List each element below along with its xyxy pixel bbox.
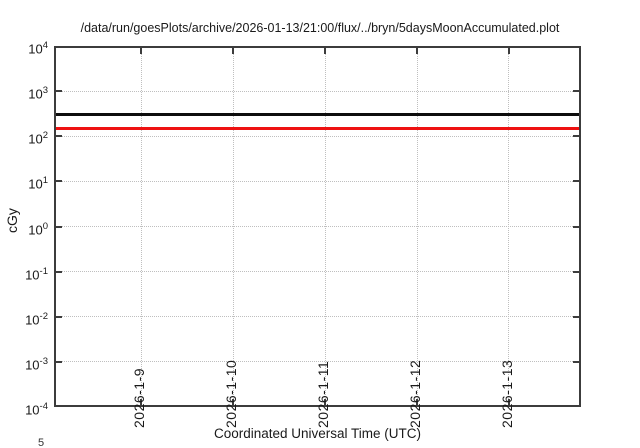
x-tick-label: 2026-1-10 — [223, 359, 239, 428]
y-tick-right — [573, 225, 579, 228]
y-tick-left — [56, 180, 62, 183]
x-gridline — [140, 48, 142, 405]
y-gridline — [56, 180, 579, 182]
y-tick-label: 10-2 — [25, 310, 48, 328]
x-tick-bottom — [140, 399, 142, 405]
x-gridline — [508, 48, 509, 405]
x-tick-label: 2026-1-12 — [407, 359, 423, 428]
x-axis-title: Coordinated Universal Time (UTC) — [213, 426, 422, 441]
y-tick-label: 102 — [28, 130, 48, 147]
x-tick-top — [324, 48, 326, 54]
series-hline — [56, 113, 579, 117]
y-tick-label: 10-1 — [25, 265, 48, 282]
y-tick-right — [573, 315, 579, 318]
y-tick-right — [573, 180, 579, 183]
y-tick-left — [56, 270, 62, 273]
y-gridline — [56, 226, 579, 227]
y-tick-right — [573, 90, 579, 93]
y-tick-left — [56, 225, 62, 228]
y-gridline — [56, 361, 579, 363]
y-tick-right — [573, 270, 579, 273]
y-tick-left — [56, 360, 62, 363]
y-gridline — [56, 90, 579, 92]
x-tick-bottom — [324, 399, 326, 405]
x-tick-label: 2026-1-13 — [498, 359, 515, 428]
y-tick-left — [56, 135, 62, 138]
x-gridline — [324, 48, 326, 405]
x-tick-label: 2026-1-11 — [315, 360, 331, 428]
y-tick-label: 10-3 — [25, 355, 48, 373]
x-gridline — [416, 48, 418, 405]
y-tick-left — [56, 90, 62, 93]
y-tick-label: 103 — [28, 85, 48, 102]
plot-title: /data/run/goesPlots/archive/2026-01-13/2… — [80, 21, 560, 35]
x-tick-label: 2026-1-9 — [131, 367, 147, 428]
x-tick-bottom — [416, 399, 418, 405]
y-gridline — [56, 316, 579, 318]
y-tick-label: 100 — [28, 220, 48, 237]
series-hline — [56, 126, 579, 130]
y-gridline — [56, 135, 579, 137]
x-tick-top — [507, 48, 510, 54]
y-tick-label: 104 — [28, 40, 48, 57]
x-gridline — [232, 48, 234, 405]
x-tick-bottom — [232, 399, 234, 405]
y-tick-right — [573, 135, 579, 138]
y-tick-label: 101 — [28, 175, 48, 192]
x-tick-bottom — [507, 399, 510, 405]
clipped-text-fragment: 5 — [38, 437, 45, 448]
x-tick-top — [416, 48, 418, 54]
y-gridline — [56, 271, 579, 273]
x-tick-top — [232, 48, 234, 54]
y-tick-right — [573, 360, 579, 363]
x-tick-top — [140, 48, 142, 54]
y-tick-label: 10-4 — [25, 401, 48, 418]
y-tick-left — [56, 315, 62, 318]
